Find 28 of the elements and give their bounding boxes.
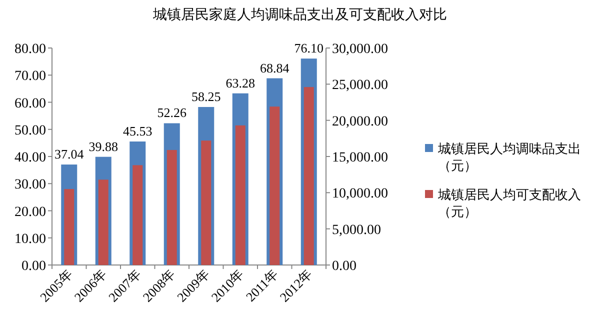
data-label: 45.53 — [123, 124, 152, 138]
y2-tick-label: 15,000.00 — [332, 150, 388, 166]
y-tick-label: 40.00 — [14, 150, 46, 166]
y2-tick-label: 0.00 — [332, 259, 356, 274]
y-tick-label: 80.00 — [14, 42, 46, 57]
bar — [64, 189, 74, 265]
data-label: 68.84 — [260, 60, 290, 76]
data-label: 37.04 — [54, 146, 84, 162]
y-tick-label: 20.00 — [14, 204, 46, 220]
data-label: 52.26 — [157, 105, 187, 120]
data-label: 63.28 — [226, 75, 255, 90]
legend-label: 城镇居民人均调味品支出（元） — [438, 141, 581, 173]
chart-title: 城镇居民家庭人均调味品支出及可支配收入对比 — [152, 7, 447, 23]
y2-tick-label: 5,000.00 — [332, 222, 381, 238]
y-tick-label: 10.00 — [14, 232, 46, 247]
legend-label: 城镇居民人均可支配收入（元） — [438, 187, 581, 219]
data-label: 39.88 — [88, 138, 118, 154]
y2-tick-label: 10,000.00 — [332, 186, 388, 202]
y-tick-label: 0.00 — [22, 259, 46, 274]
y-tick-label: 30.00 — [14, 178, 46, 193]
y2-tick-label: 30,000.00 — [332, 42, 388, 57]
y-tick-label: 50.00 — [14, 123, 46, 138]
y-tick-label: 70.00 — [14, 69, 46, 84]
data-label: 58.25 — [192, 88, 221, 104]
y2-tick-label: 25,000.00 — [332, 78, 388, 94]
data-label: 76.10 — [294, 40, 324, 56]
y2-tick-label: 20,000.00 — [332, 114, 388, 130]
y-tick-label: 60.00 — [14, 96, 46, 112]
